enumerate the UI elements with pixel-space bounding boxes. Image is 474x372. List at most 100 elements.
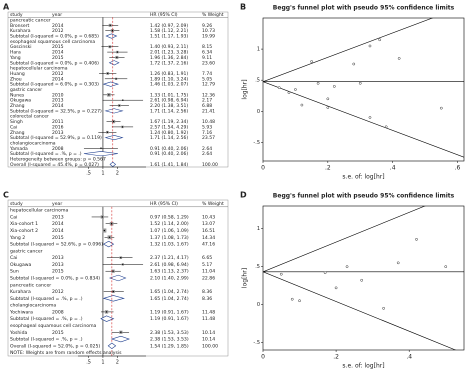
lower-limit bbox=[263, 271, 457, 350]
x-tick-label: .2 bbox=[333, 354, 339, 361]
weight-label: 5.93 bbox=[202, 124, 212, 130]
point-estimate bbox=[105, 311, 108, 313]
hr-ci-label: 1.07 (1.06, 1.09) bbox=[150, 228, 189, 234]
point-estimate bbox=[109, 46, 111, 48]
hr-ci-label: 1.96 (1.36, 2.84) bbox=[150, 55, 188, 61]
study-label: Kurahara bbox=[10, 289, 31, 295]
study-point bbox=[287, 91, 291, 94]
study-label: NOTE: Weights are from random effects an… bbox=[10, 350, 122, 356]
summary-diamond bbox=[102, 240, 115, 248]
hr-ci-label: 2.01 (1.23, 3.28) bbox=[150, 50, 188, 56]
hr-ci-label: 1.33 (1.01, 1.75) bbox=[150, 92, 188, 98]
hr-ci-label: 1.26 (0.83, 1.91) bbox=[150, 71, 188, 77]
study-year: 2015 bbox=[52, 235, 64, 241]
study-label: Subtotal (I-squared = 52.9%, p = 0.119) bbox=[10, 135, 102, 141]
study-point bbox=[439, 106, 443, 110]
column-header: study bbox=[10, 12, 23, 18]
weight-label: 16.51 bbox=[202, 228, 215, 234]
hr-ci-label: 1.19 (0.91, 1.67) bbox=[150, 316, 189, 322]
x-tick-label: .4 bbox=[390, 165, 396, 172]
hr-ci-label: 2.57 (1.54, 4.29) bbox=[150, 124, 188, 130]
point-estimate bbox=[115, 78, 117, 80]
hr-ci-label: 1.89 (1.10, 3.24) bbox=[150, 76, 188, 82]
column-header: year bbox=[52, 12, 62, 18]
study-year: 2014 bbox=[52, 228, 64, 234]
hr-ci-label: 0.91 (0.40, 2.06) bbox=[150, 151, 188, 157]
summary-diamond bbox=[83, 151, 118, 157]
weight-label: 13.07 bbox=[202, 221, 215, 227]
x-tick-label: 2 bbox=[116, 360, 119, 366]
weight-label: 22.86 bbox=[202, 276, 215, 282]
study-year: 2014 bbox=[52, 103, 64, 109]
weight-label: 14.34 bbox=[202, 235, 215, 241]
study-point bbox=[298, 299, 301, 303]
weight-label: 9.26 bbox=[202, 23, 212, 29]
weight-label: 9.11 bbox=[202, 55, 212, 61]
panel-letter: C bbox=[3, 191, 9, 200]
hr-ci-label: 2.37 (1.21, 4.17) bbox=[150, 255, 189, 261]
point-estimate bbox=[107, 72, 109, 75]
study-label: Overall (I-squared = 52.0%, p = 0.025) bbox=[10, 343, 100, 349]
study-point bbox=[290, 297, 294, 301]
study-label: Cai bbox=[10, 255, 17, 261]
study-label: Subtotal (I-squared = .%, p = .) bbox=[10, 151, 82, 157]
summary-diamond bbox=[100, 315, 115, 322]
weight-label: 10.48 bbox=[202, 119, 215, 125]
point-estimate bbox=[108, 94, 110, 96]
study-label: Xia-cohort 1 bbox=[10, 221, 38, 227]
study-label: pancreatic cancer bbox=[10, 282, 51, 288]
study-point bbox=[382, 306, 385, 310]
study-point bbox=[279, 272, 283, 276]
plot-frame bbox=[262, 17, 465, 162]
study-point bbox=[358, 81, 362, 85]
study-label: Yang 2 bbox=[9, 235, 25, 241]
study-point bbox=[397, 57, 401, 60]
weight-label: 100.00 bbox=[202, 343, 218, 349]
weight-label: 10.43 bbox=[202, 214, 215, 220]
study-point bbox=[326, 97, 330, 101]
hr-ci-label: 1.24 (0.80, 1.92) bbox=[150, 130, 188, 136]
study-label: Cai bbox=[10, 124, 17, 130]
study-year: 2013 bbox=[52, 98, 64, 104]
study-label: Bronsert bbox=[10, 23, 30, 29]
study-year: 2013 bbox=[52, 262, 64, 268]
point-estimate bbox=[101, 216, 104, 218]
study-year: 2014 bbox=[52, 76, 64, 82]
y-tick-label: .5 bbox=[255, 78, 260, 84]
point-estimate bbox=[121, 126, 124, 128]
point-estimate bbox=[122, 99, 124, 101]
x-axis-label: s.e. of: log[hr] bbox=[342, 174, 384, 181]
y-tick-label: .5 bbox=[255, 264, 260, 270]
study-label: Subtotal (I-squared = 0.0%, p = 0.406) bbox=[10, 60, 99, 66]
study-point bbox=[316, 81, 320, 85]
study-label: Okugawa bbox=[10, 262, 32, 268]
study-point bbox=[294, 88, 297, 91]
study-year: 2012 bbox=[52, 28, 64, 34]
study-label: Sun bbox=[10, 269, 19, 275]
study-label: Yamada bbox=[9, 146, 28, 152]
study-point bbox=[310, 60, 313, 63]
hr-ci-label: 1.19 (0.91, 1.67) bbox=[150, 309, 189, 315]
study-year: 2014 bbox=[52, 23, 64, 29]
study-point bbox=[415, 237, 418, 241]
weight-label: 100.00 bbox=[202, 162, 218, 168]
summary-diamond bbox=[110, 335, 130, 343]
summary-diamond bbox=[102, 81, 120, 87]
hr-ci-label: 1.32 (1.03, 1.67) bbox=[150, 242, 189, 248]
point-estimate bbox=[112, 270, 114, 272]
column-header: study bbox=[10, 201, 23, 207]
weight-label: 10.73 bbox=[202, 28, 215, 34]
study-point bbox=[360, 278, 364, 282]
weight-label: 2.64 bbox=[202, 146, 212, 152]
study-label: Yochiwara bbox=[9, 309, 33, 315]
summary-diamond bbox=[108, 274, 127, 282]
point-estimate bbox=[111, 30, 114, 32]
study-label: Hara bbox=[10, 50, 21, 56]
column-header: year bbox=[52, 201, 62, 207]
study-point bbox=[396, 261, 400, 265]
hr-ci-label: 0.97 (0.58, 1.29) bbox=[150, 214, 189, 220]
x-tick-label: .5 bbox=[86, 360, 91, 366]
study-year: 2014 bbox=[52, 221, 64, 227]
study-point bbox=[334, 286, 338, 290]
